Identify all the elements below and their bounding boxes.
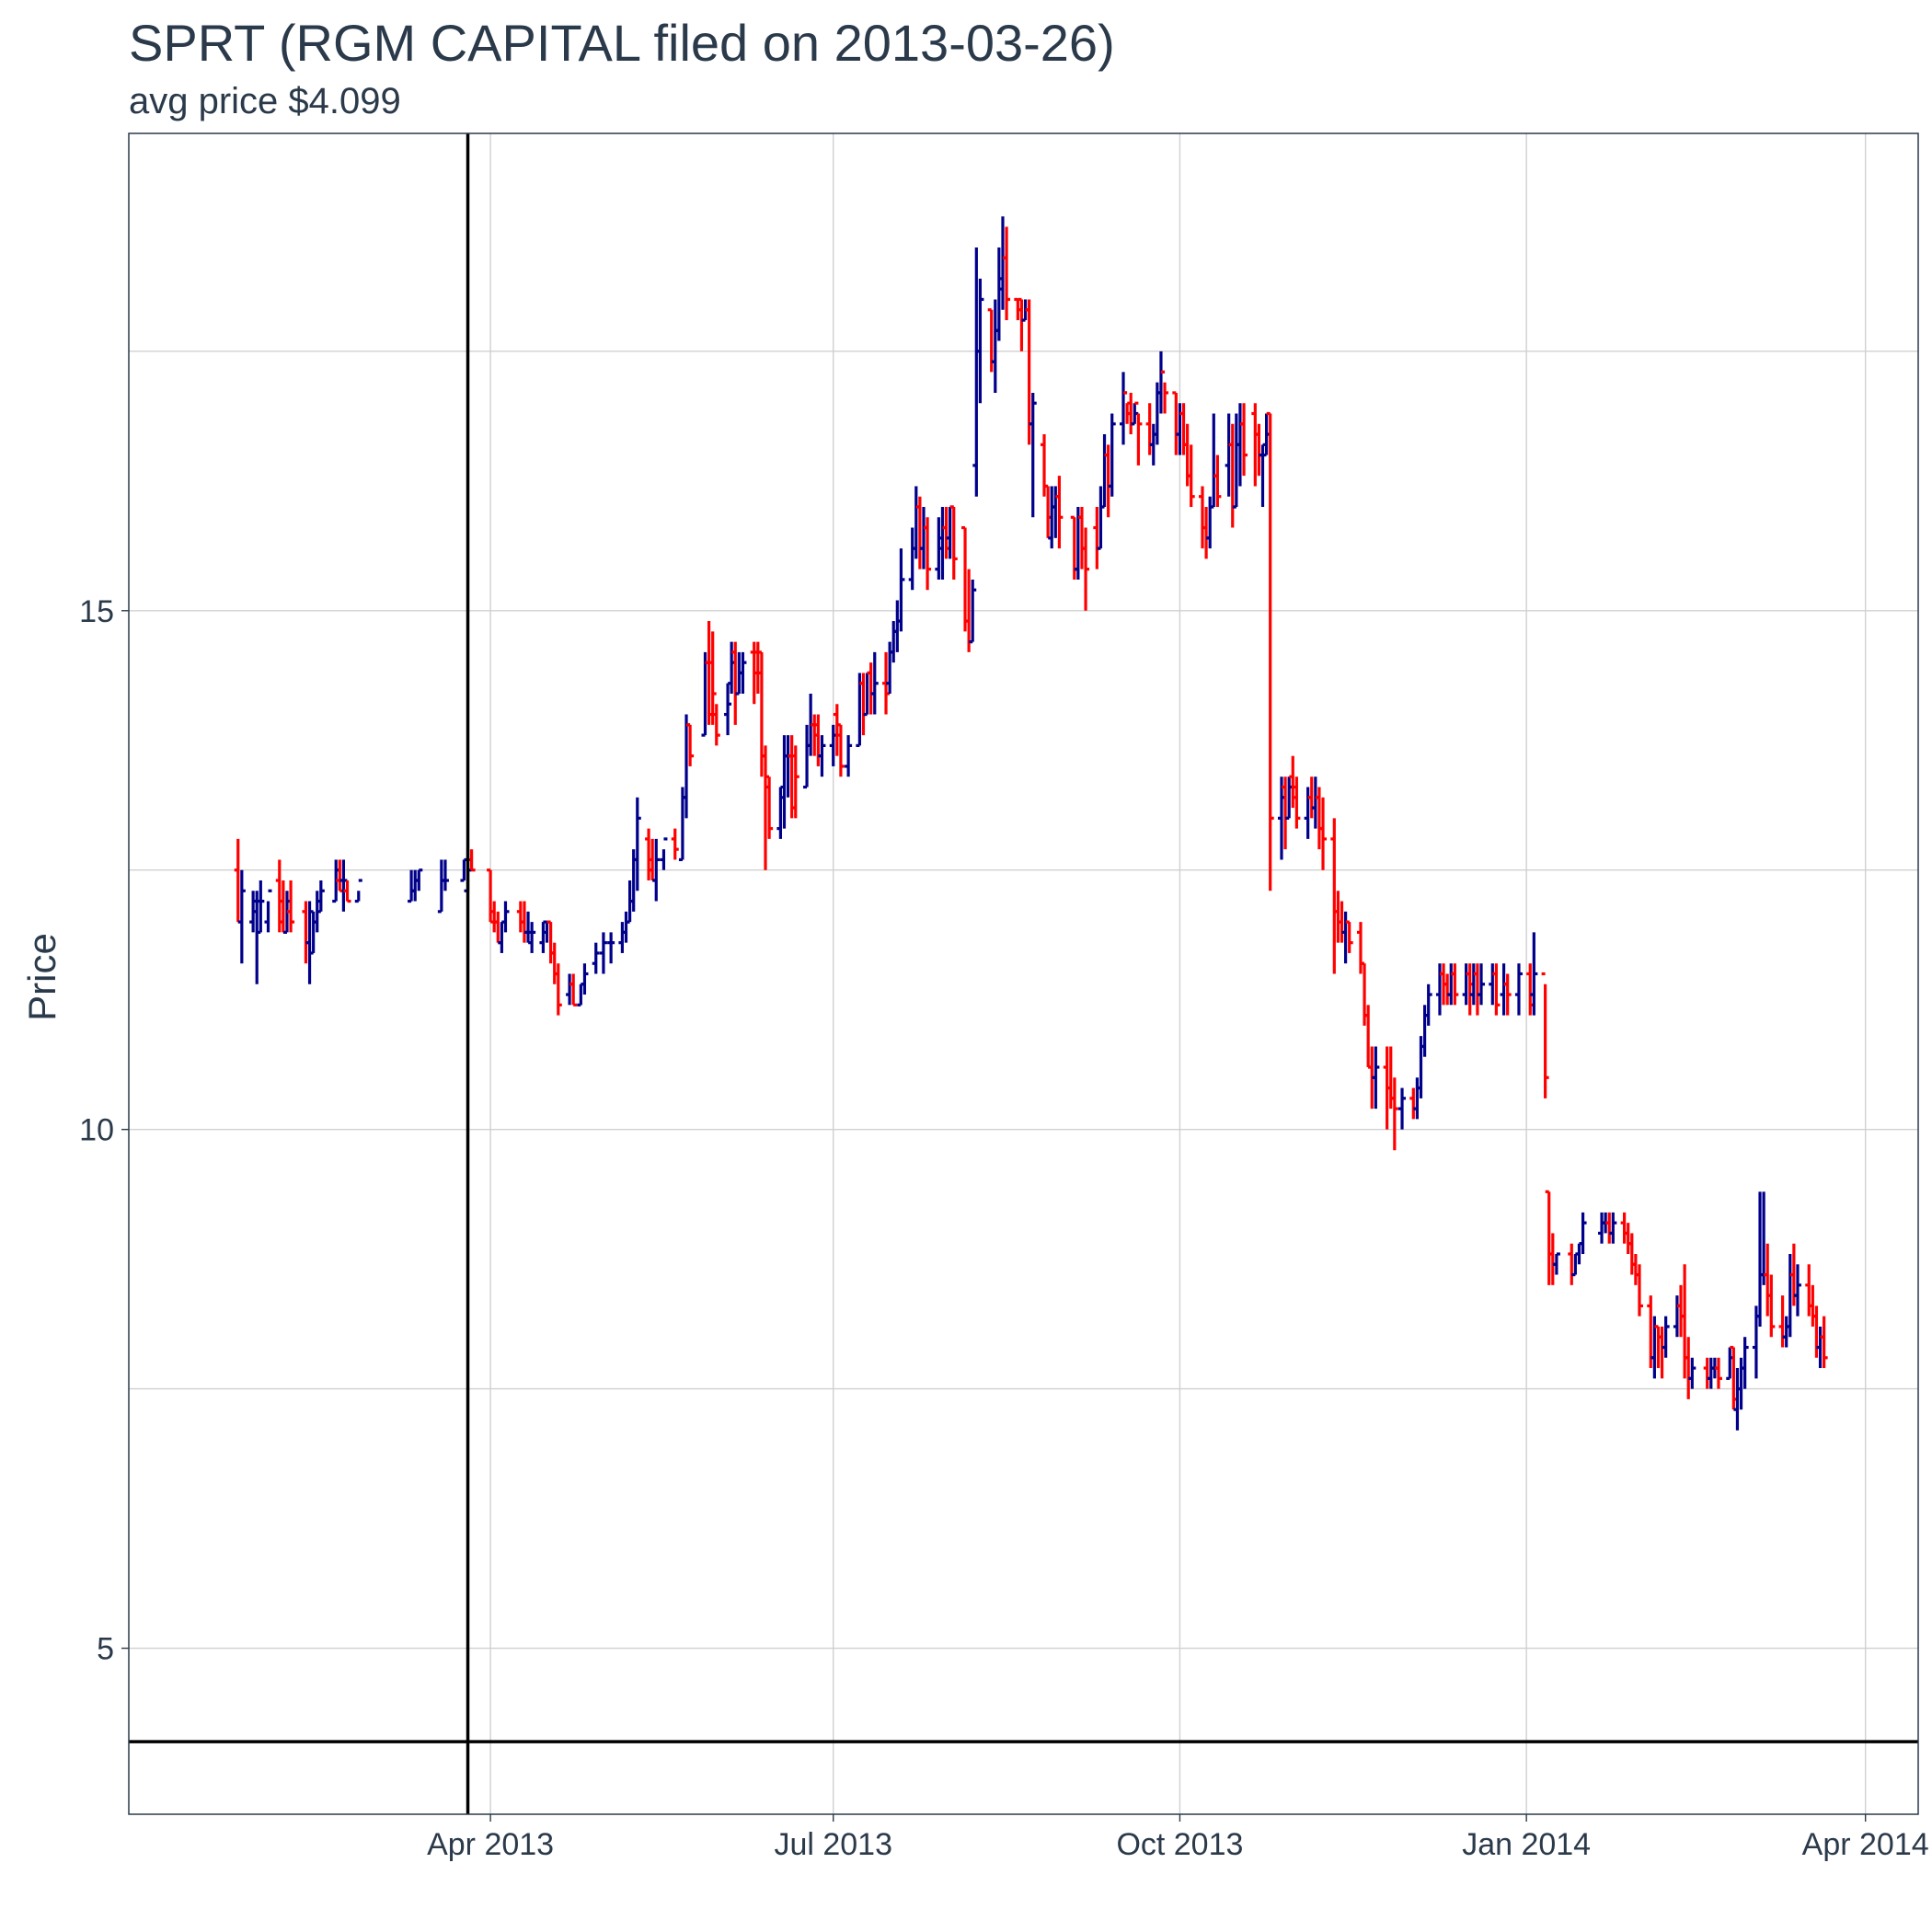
ohlc-bar [1345,920,1353,953]
ohlc-bar [1055,476,1064,549]
plot-panel-border [128,132,1919,1815]
ohlc-bar [1240,403,1248,477]
ohlc-bar [1820,1316,1828,1369]
y-tick-label: 15 [79,594,114,629]
y-axis-ticks: 5 10 15 [79,594,129,1667]
ohlc-bar [501,901,510,933]
ohlc-bar [1390,1077,1398,1151]
ohlc-bar [1424,983,1432,1026]
ohlc-bar [257,880,265,934]
ohlc-bar [765,776,774,839]
ohlc-bar [1767,1274,1776,1338]
ohlc-bar [969,579,977,644]
ohlc-bar [599,932,607,974]
ohlc-bar [1161,370,1169,414]
ohlc-bar [528,922,536,953]
x-tick-label: Apr 2014 [1802,1827,1929,1862]
ohlc-bar [607,932,615,964]
ohlc-bar [712,704,720,746]
ohlc-bar [1319,797,1328,870]
ohlc-bar [739,651,747,694]
ohlc-bar [633,797,641,891]
ohlc-bar [354,879,362,903]
ohlc-bar [343,880,351,903]
ohlc-bar [924,517,932,591]
ohlc-bar [1187,444,1195,507]
ohlc-bar [1793,1264,1801,1317]
ohlc-bar [1478,963,1486,1006]
ohlc-bar [1503,973,1512,1016]
ohlc-bar [554,963,562,1016]
y-tick-label: 5 [97,1632,114,1667]
ohlc-bar [264,889,272,933]
ohlc-bar [1293,776,1301,829]
ohlc-bar [660,837,668,870]
x-tick-label: Oct 2013 [1116,1827,1243,1862]
ohlc-bar [415,868,423,891]
ohlc-bar [1398,1087,1407,1130]
x-tick-label: Apr 2013 [427,1827,554,1862]
ohlc-bar [1688,1357,1696,1389]
ohlc-bar [724,683,732,736]
ohlc-bar [1609,1212,1617,1244]
ohlc-bar [1514,963,1523,1016]
ohlc-bar [949,505,958,580]
x-tick-label: Jan 2014 [1462,1827,1591,1862]
ohlc-bar [671,828,679,860]
ohlc-bar [1003,226,1011,320]
gridlines [129,133,1918,1814]
ohlc-bar [569,973,578,1006]
x-tick-label: Jul 2013 [774,1827,892,1862]
ohlc-bar [976,278,984,404]
ohlc-bar [1530,932,1538,1016]
ohlc-bar [1082,527,1090,611]
ohlc-bar [836,724,845,777]
chart-subtitle: avg price $4.099 [129,81,401,121]
ohlc-bar [1579,1212,1587,1254]
ohlc-bar [1552,1252,1560,1275]
ohlc-bar [1492,963,1501,1016]
ohlc-bar [1662,1316,1670,1358]
ohlc-bar [1213,454,1222,507]
ohlc-bar [708,631,717,725]
ohlc-bar [1451,963,1459,1006]
ohlc-bar [581,963,589,995]
ohlc-bar [1541,972,1549,1098]
ohlc-series [234,216,1828,1431]
ohlc-bar [1108,413,1116,497]
ohlc-bar [686,723,695,766]
ohlc-bar [287,880,295,933]
ohlc-bar [1372,1046,1380,1110]
ohlc-bar [1635,1264,1643,1317]
ohlc-bar [1029,392,1037,518]
reference-lines [129,133,1918,1814]
ohlc-bar [818,735,826,777]
ohlc-bar [237,869,246,964]
ohlc-bar [870,651,879,715]
ohlc-bar [316,880,325,914]
chart-title: SPRT (RGM CAPITAL filed on 2013-03-26) [129,14,1115,72]
ohlc-bar [1266,411,1274,891]
ohlc-bar [592,942,600,974]
ohlc-bar [1741,1337,1749,1389]
ohlc-bar [791,745,799,819]
ohlc-bar [441,859,449,891]
ohlc-bar [897,548,905,632]
ohlc-bar [652,838,661,902]
ohlc-bar [1134,401,1143,466]
ohlc-bar [1714,1357,1722,1389]
ohlc-bar [845,735,853,777]
x-axis-ticks: Apr 2013 Jul 2013 Oct 2013 Jan 2014 Apr 2014 [427,1814,1929,1862]
y-tick-label: 10 [79,1113,114,1148]
